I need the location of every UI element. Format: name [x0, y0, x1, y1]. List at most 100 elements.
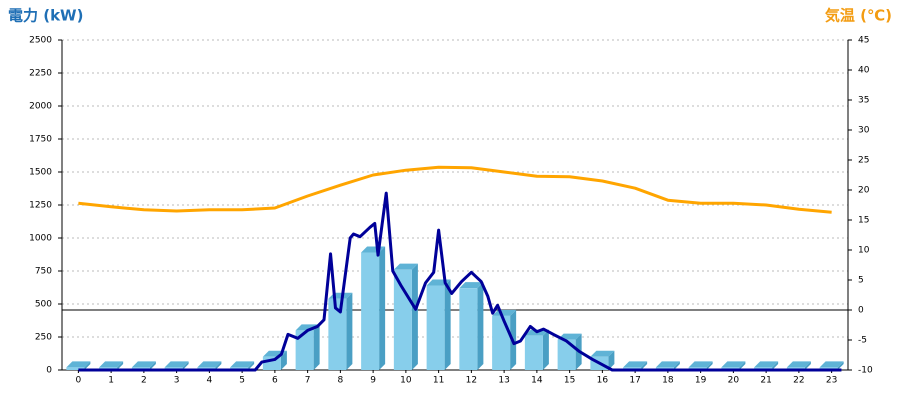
bar — [66, 367, 85, 370]
bar — [328, 298, 347, 370]
y-tick-label: 1000 — [29, 234, 52, 244]
x-tick-label: 2 — [141, 376, 147, 386]
y2-tick-label: 40 — [858, 66, 870, 76]
bar-side — [444, 279, 451, 370]
x-tick-label: 18 — [662, 376, 674, 386]
bar-side — [379, 246, 386, 370]
x-tick-label: 6 — [272, 376, 278, 386]
y-axis-title: 電力 (kW) — [8, 7, 83, 25]
bar-top — [393, 263, 418, 270]
bar-top — [721, 361, 746, 368]
x-tick-label: 11 — [433, 376, 444, 386]
bar — [492, 315, 511, 370]
y2-tick-label: 5 — [858, 276, 864, 286]
x-tick-label: 7 — [305, 376, 311, 386]
y-tick-label: 2000 — [29, 102, 52, 112]
bar-side — [346, 292, 353, 370]
x-tick-label: 8 — [338, 376, 344, 386]
x-tick-label: 13 — [498, 376, 509, 386]
x-tick-label: 12 — [466, 376, 477, 386]
y2-tick-label: 10 — [858, 246, 870, 256]
bar-side — [149, 361, 156, 370]
y-tick-label: 2250 — [29, 69, 52, 79]
x-tick-label: 9 — [370, 376, 376, 386]
bar-side — [84, 361, 91, 370]
bar-top — [688, 361, 713, 368]
bar-side — [280, 350, 287, 370]
bar-side — [542, 329, 549, 370]
x-tick-label: 10 — [400, 376, 412, 386]
bar — [426, 285, 445, 370]
bar-top — [99, 361, 124, 368]
x-tick-label: 21 — [760, 376, 771, 386]
bar-top — [164, 361, 189, 368]
x-tick-label: 3 — [174, 376, 180, 386]
bar-top — [492, 309, 517, 316]
x-tick-label: 22 — [793, 376, 804, 386]
y2-tick-label: 15 — [858, 216, 869, 226]
bar-side — [182, 361, 189, 370]
bar-top — [66, 361, 91, 368]
bar-side — [739, 361, 746, 370]
bar-side — [608, 350, 615, 370]
bar-side — [804, 361, 811, 370]
x-tick-label: 14 — [531, 376, 543, 386]
bar-top — [819, 361, 844, 368]
line — [78, 165, 832, 214]
y-tick-label: 0 — [46, 366, 52, 376]
y2-tick-label: 25 — [858, 156, 869, 166]
x-tick-label: 1 — [108, 376, 114, 386]
x-tick-label: 15 — [564, 376, 575, 386]
bar-side — [837, 361, 844, 370]
line — [78, 191, 842, 372]
y2-tick-label: 20 — [858, 186, 870, 196]
bar — [524, 335, 543, 370]
bar-top — [754, 361, 779, 368]
bar-side — [477, 282, 484, 370]
bar — [459, 288, 478, 370]
y-tick-label: 500 — [35, 300, 52, 310]
bar-side — [117, 361, 124, 370]
bar-side — [313, 324, 320, 370]
bar — [557, 339, 576, 370]
bar-top — [786, 361, 811, 368]
bar — [393, 269, 412, 370]
bar-side — [215, 361, 222, 370]
x-tick-label: 20 — [728, 376, 740, 386]
x-tick-label: 0 — [76, 376, 82, 386]
bar-side — [248, 361, 255, 370]
y-tick-label: 1750 — [29, 135, 52, 145]
y2-tick-label: -5 — [858, 336, 867, 346]
x-tick-label: 19 — [695, 376, 707, 386]
y2-tick-label: -10 — [858, 366, 873, 376]
y2-tick-label: 30 — [858, 126, 870, 136]
bar-top — [197, 361, 222, 368]
bar-top — [623, 361, 648, 368]
bar-top — [459, 282, 484, 289]
y-tick-label: 1500 — [29, 168, 52, 178]
bar-top — [590, 350, 615, 357]
bar-side — [772, 361, 779, 370]
y-tick-label: 750 — [35, 267, 52, 277]
bar-side — [706, 361, 713, 370]
y2-axis-title: 気温 (℃) — [825, 7, 892, 25]
x-tick-label: 5 — [239, 376, 245, 386]
y-tick-label: 1250 — [29, 201, 52, 211]
y2-tick-label: 35 — [858, 96, 869, 106]
bar — [295, 330, 314, 370]
x-tick-label: 17 — [629, 376, 640, 386]
x-tick-label: 16 — [597, 376, 609, 386]
bar — [361, 252, 380, 370]
bar-side — [641, 361, 648, 370]
x-tick-label: 23 — [826, 376, 837, 386]
y2-tick-label: 45 — [858, 36, 869, 46]
bar-top — [230, 361, 255, 368]
bar-side — [411, 263, 418, 370]
y-tick-label: 2500 — [29, 36, 52, 46]
x-tick-label: 4 — [207, 376, 213, 386]
bar-top — [655, 361, 680, 368]
y-tick-label: 250 — [35, 333, 52, 343]
bar-side — [673, 361, 680, 370]
bar-top — [131, 361, 156, 368]
